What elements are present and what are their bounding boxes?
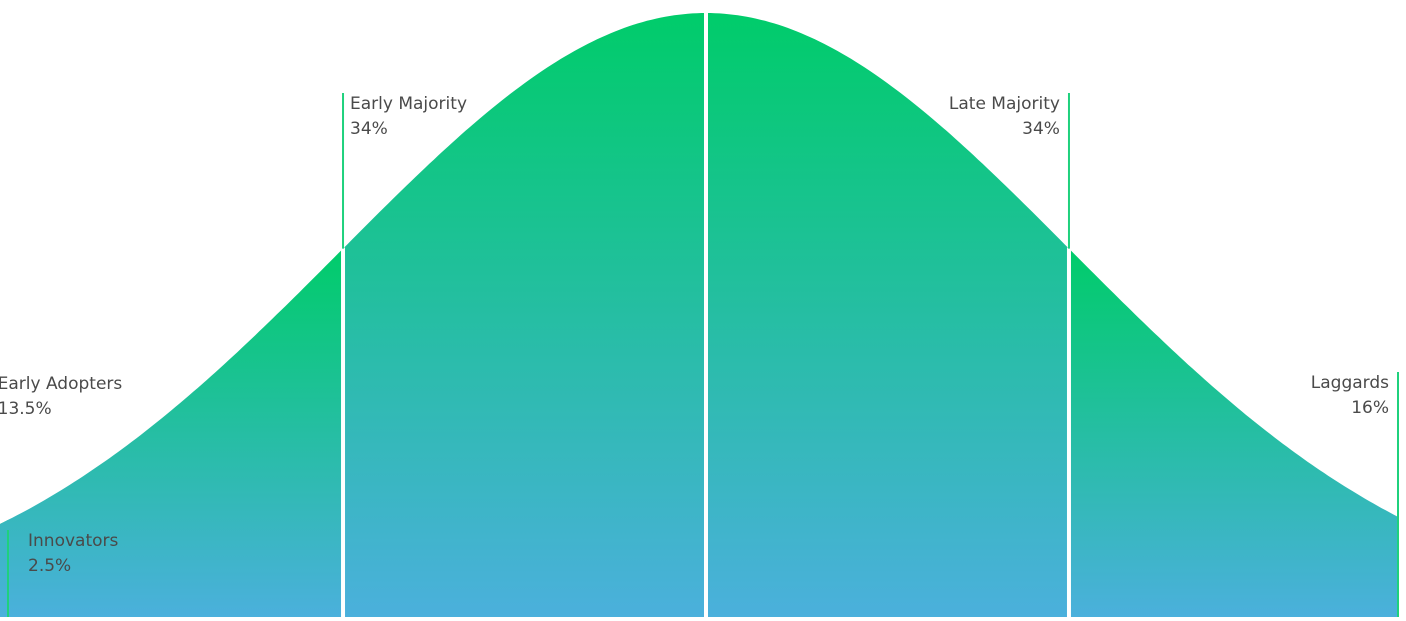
segment-label-early-adopters: Early Adopters: [0, 374, 122, 394]
segment-percent-laggards: 16%: [1351, 398, 1389, 418]
segment-label-laggards: Laggards: [1311, 373, 1389, 393]
segment-percent-early-adopters: 13.5%: [0, 399, 52, 419]
segment-label-early-majority: Early Majority: [350, 94, 467, 114]
segment-area-early-majority: [343, 13, 706, 617]
segment-percent-late-majority: 34%: [1022, 119, 1060, 139]
segment-area-early-adopters: [0, 248, 343, 617]
segment-area-laggards: [1069, 248, 1398, 617]
segment-label-late-majority: Late Majority: [949, 94, 1060, 114]
segment-label-innovators: Innovators: [28, 531, 118, 551]
segment-area-late-majority: [706, 13, 1069, 617]
segment-percent-innovators: 2.5%: [28, 556, 71, 576]
segment-percent-early-majority: 34%: [350, 119, 388, 139]
